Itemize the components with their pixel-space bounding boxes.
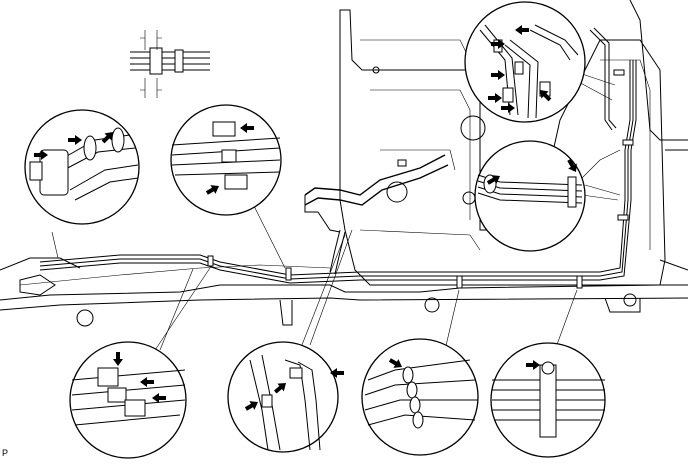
callout-clips-upper xyxy=(170,104,282,216)
callout-hose-clamps xyxy=(24,109,140,225)
callout-hose-connections xyxy=(361,338,479,456)
callout-connectors xyxy=(464,1,586,123)
figure-label: P xyxy=(2,448,9,458)
vehicle-frame xyxy=(0,0,688,327)
fuel-lines xyxy=(39,27,637,289)
callout-bolt-clamp xyxy=(490,342,606,458)
dimension-inset xyxy=(130,30,210,98)
callout-clip-bracket xyxy=(227,341,344,453)
callout-clips-lower xyxy=(69,341,187,459)
callout-bundle-clamp xyxy=(474,140,586,252)
